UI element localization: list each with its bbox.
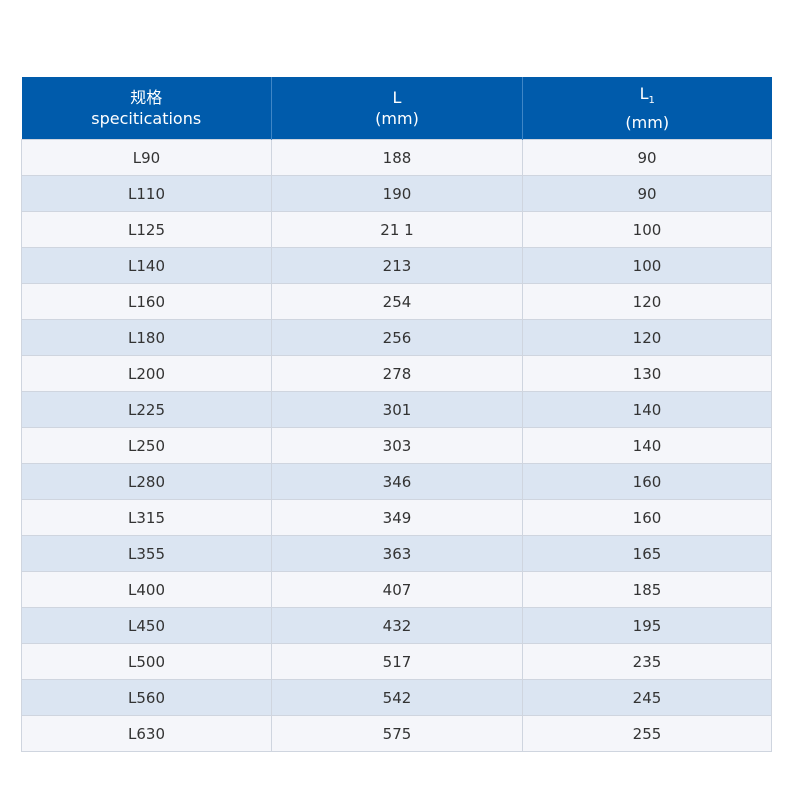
- table-cell: L200: [21, 355, 272, 392]
- table-cell: 190: [271, 175, 523, 212]
- header-subtitle: (mm): [375, 109, 419, 128]
- table-cell: L160: [21, 283, 272, 320]
- table-cell: 245: [522, 679, 772, 716]
- table-cell: L560: [21, 679, 272, 716]
- table-cell: 160: [522, 463, 772, 500]
- table-row: L315 349 160: [21, 499, 772, 536]
- table-cell: 407: [271, 571, 523, 608]
- table-cell: 432: [271, 607, 523, 644]
- table-cell: 90: [522, 139, 772, 176]
- table-cell: L225: [21, 391, 272, 428]
- table-cell: 120: [522, 319, 772, 356]
- table-cell: 303: [271, 427, 523, 464]
- table-cell: 346: [271, 463, 523, 500]
- table-cell: L125: [21, 211, 272, 248]
- table-row: L125 21 1 100: [21, 211, 772, 248]
- table-row: L140 213 100: [21, 247, 772, 284]
- table-cell: 120: [522, 283, 772, 320]
- table-cell: 140: [522, 391, 772, 428]
- header-title-text: L: [639, 84, 649, 104]
- header-title: L1: [523, 83, 772, 111]
- header-subtitle: specitications: [91, 109, 202, 128]
- table-cell: 165: [522, 535, 772, 572]
- table-cell: 140: [522, 427, 772, 464]
- table-cell: L110: [21, 175, 272, 212]
- table-cell: 90: [522, 175, 772, 212]
- table-cell: L630: [21, 715, 272, 752]
- header-cell: L1 (mm): [522, 77, 772, 140]
- table-row: L250 303 140: [21, 427, 772, 464]
- table-row: L180 256 120: [21, 319, 772, 356]
- table-row: L280 346 160: [21, 463, 772, 500]
- table-cell: L355: [21, 535, 272, 572]
- table-cell: 130: [522, 355, 772, 392]
- table-cell: 100: [522, 247, 772, 284]
- table-cell: 100: [522, 211, 772, 248]
- spec-table: 规格 specitications L (mm) L1 (mm) L90 188 90 L110…: [21, 77, 772, 752]
- table-cell: L400: [21, 571, 272, 608]
- table-body: L90 188 90 L110 190 90 L125 21 1 100 L140 213 100 L1…: [21, 139, 772, 752]
- table-row: L500 517 235: [21, 643, 772, 680]
- table-cell: 213: [271, 247, 523, 284]
- header-title: 规格: [22, 87, 272, 108]
- header-subtitle: (mm): [625, 112, 670, 132]
- table-cell: 363: [271, 535, 523, 572]
- header-title-text: L: [392, 88, 402, 107]
- table-row: L450 432 195: [21, 607, 772, 644]
- table-cell: L280: [21, 463, 272, 500]
- table-cell: 278: [271, 355, 523, 392]
- table-cell: 542: [271, 679, 523, 716]
- table-cell: L250: [21, 427, 272, 464]
- table-row: L560 542 245: [21, 679, 772, 716]
- table-cell: L500: [21, 643, 272, 680]
- table-cell: 575: [271, 715, 523, 752]
- table-row: L630 575 255: [21, 715, 772, 752]
- table-cell: 256: [271, 319, 523, 356]
- table-cell: L90: [21, 139, 272, 176]
- table-cell: 517: [271, 643, 523, 680]
- table-cell: 254: [271, 283, 523, 320]
- header-subscript: 1: [648, 95, 655, 107]
- table-cell: 301: [271, 391, 523, 428]
- table-row: L160 254 120: [21, 283, 772, 320]
- header-cell: 规格 specitications: [21, 77, 272, 140]
- table-cell: 188: [271, 139, 523, 176]
- table-row: L90 188 90: [21, 139, 772, 176]
- table-header: 规格 specitications L (mm) L1 (mm): [21, 77, 772, 140]
- table-cell: L180: [21, 319, 272, 356]
- table-cell: 235: [522, 643, 772, 680]
- table-cell: 160: [522, 499, 772, 536]
- table-cell: 349: [271, 499, 523, 536]
- table-row: L225 301 140: [21, 391, 772, 428]
- table-cell: L315: [21, 499, 272, 536]
- header-cell: L (mm): [271, 77, 523, 140]
- table-cell: 255: [522, 715, 772, 752]
- table-row: L110 190 90: [21, 175, 772, 212]
- table-cell: 185: [522, 571, 772, 608]
- table-row: L200 278 130: [21, 355, 772, 392]
- table-row: L400 407 185: [21, 571, 772, 608]
- table-cell: 195: [522, 607, 772, 644]
- header-title: L: [272, 87, 522, 108]
- table-cell: L140: [21, 247, 272, 284]
- table-cell: L450: [21, 607, 272, 644]
- header-row: 规格 specitications L (mm) L1 (mm): [21, 77, 772, 140]
- table-cell: 21 1: [271, 211, 523, 248]
- header-title-text: 规格: [130, 88, 163, 107]
- table-row: L355 363 165: [21, 535, 772, 572]
